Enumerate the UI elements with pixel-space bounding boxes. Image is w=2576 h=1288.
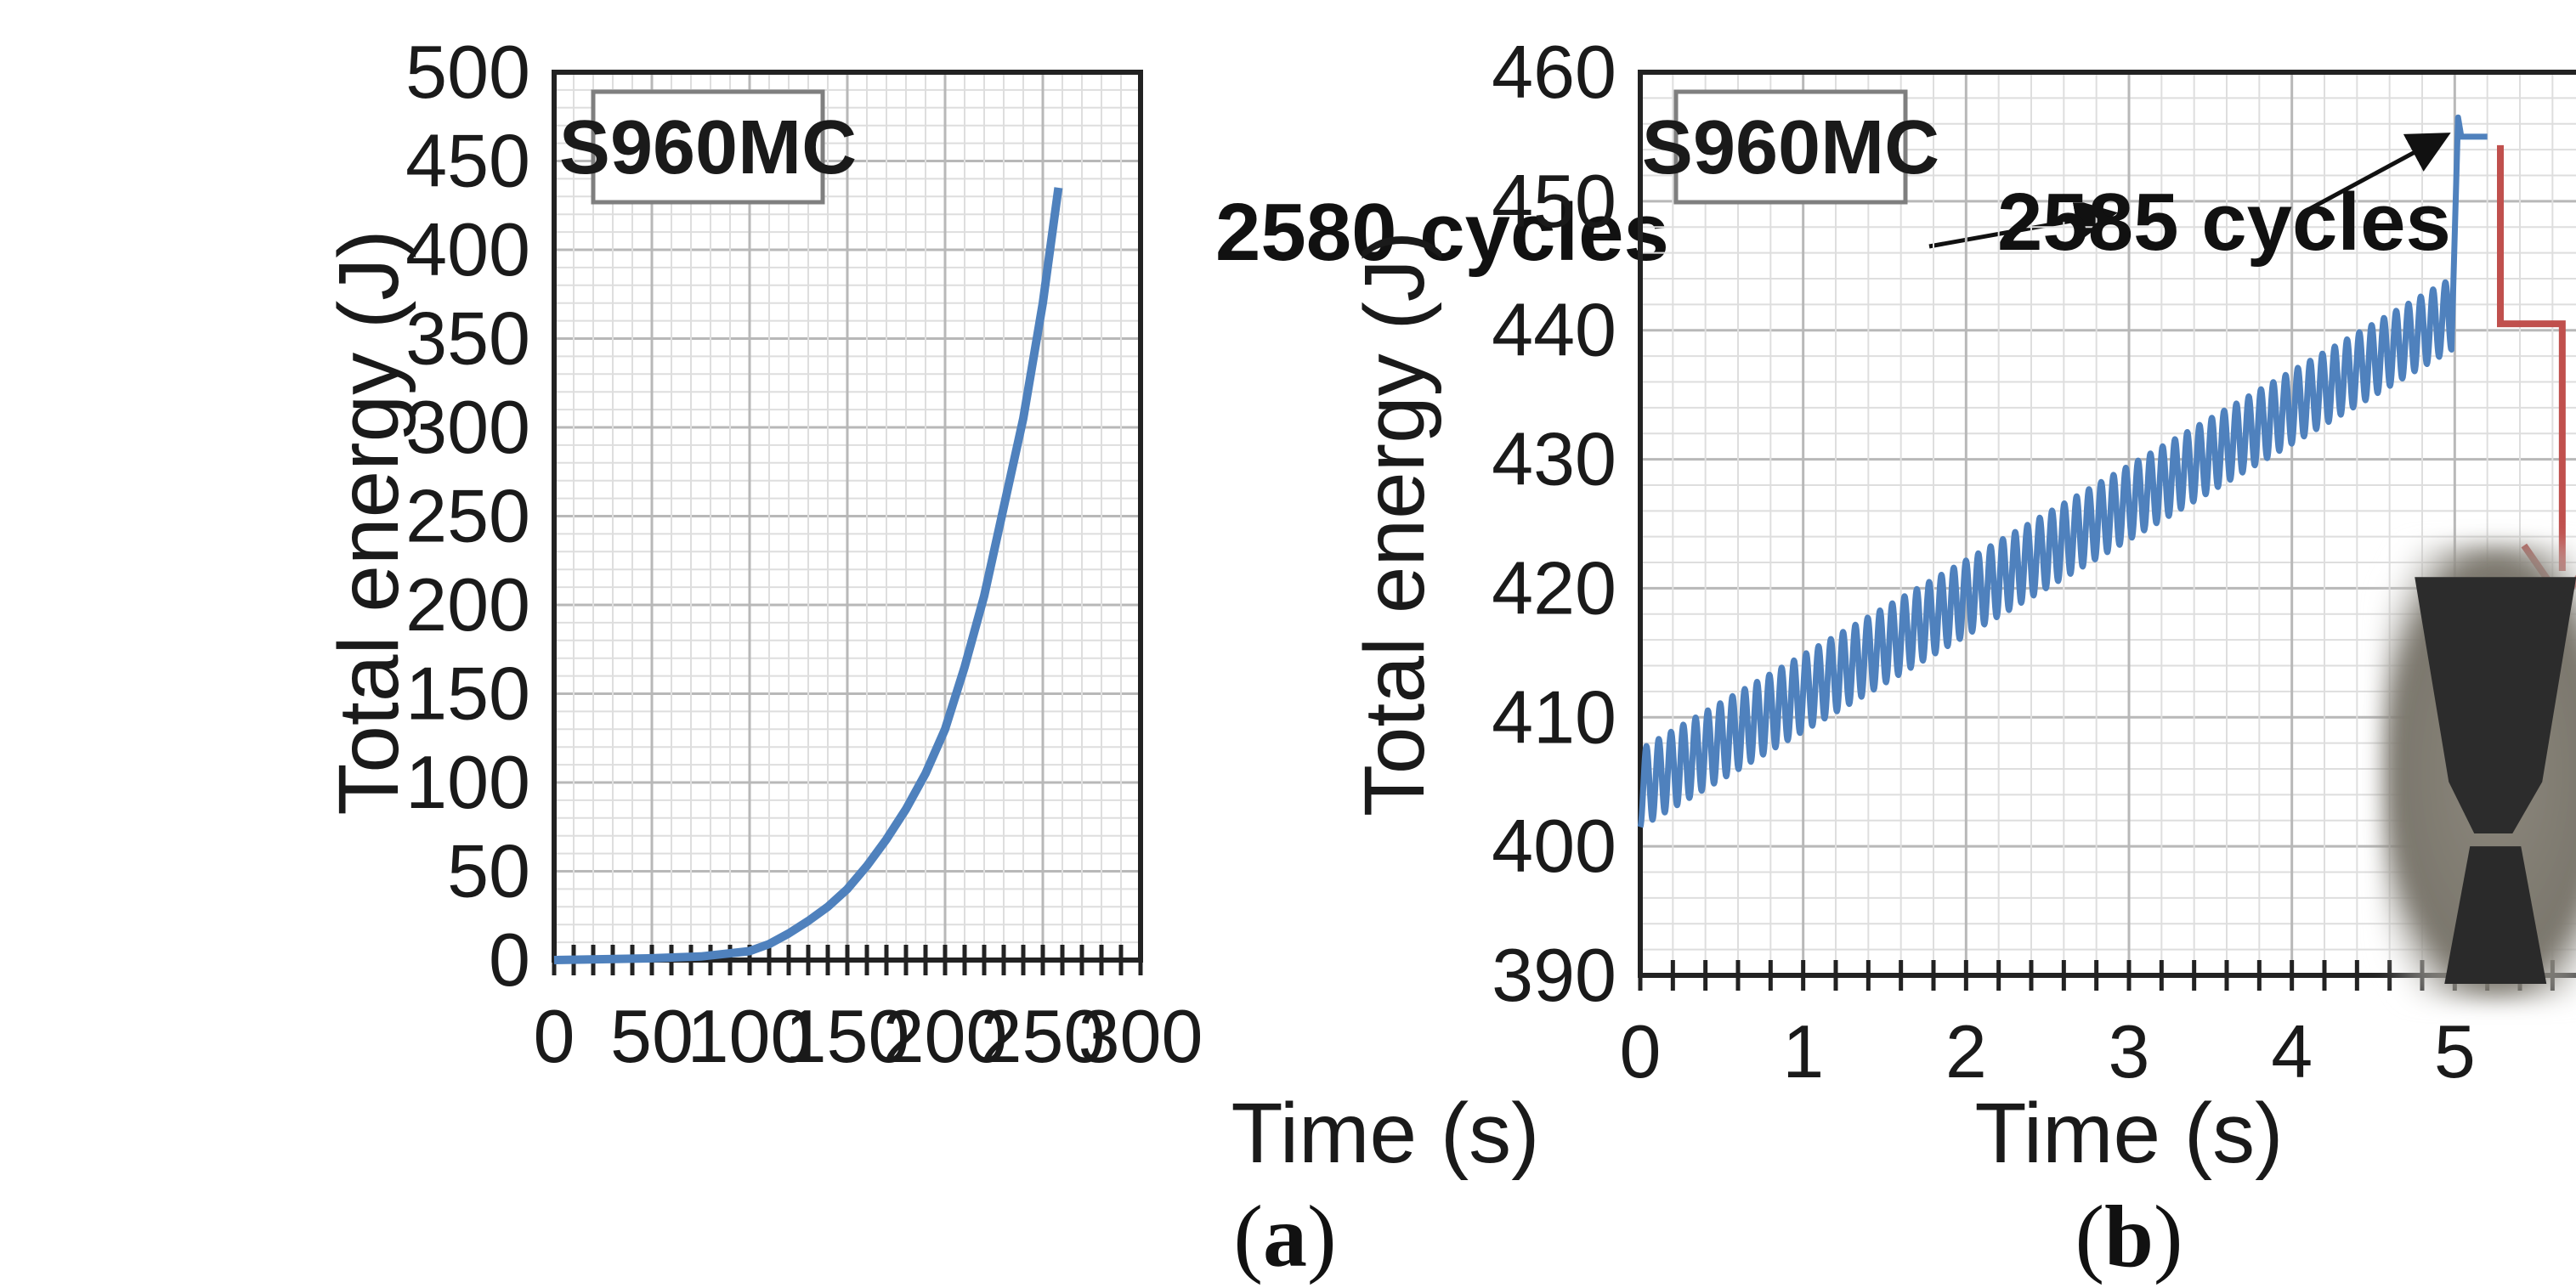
y-tick-label: 400 (1492, 804, 1616, 888)
chart-b-y-axis-label: Total energy (J) (1347, 231, 1442, 816)
specimen-lower (2444, 846, 2547, 984)
chart-b-series-line (1637, 114, 2488, 828)
chart-a-plot-area (552, 70, 1143, 963)
x-tick-label: 150 (785, 994, 910, 1078)
chart-a-panel-label: (a) (1233, 1188, 1336, 1285)
y-tick-label: 440 (1492, 288, 1616, 372)
chart-a-box-label: S960MC (559, 105, 857, 190)
x-tick-label: 0 (534, 994, 575, 1078)
x-tick-label: 2 (1945, 1009, 1987, 1093)
y-tick-label: 450 (405, 119, 530, 203)
y-tick-label: 50 (447, 829, 530, 913)
x-tick-label: 0 (1620, 1009, 1662, 1093)
chart-a-y-axis-label: Total energy (J) (321, 229, 416, 815)
chart-b-x-axis-label: Time (s) (1975, 1086, 2284, 1181)
y-tick-label: 250 (405, 474, 530, 558)
x-tick-label: 1 (1782, 1009, 1824, 1093)
chart-b-label-box (1673, 89, 1908, 205)
y-tick-label: 450 (1492, 159, 1616, 243)
chart-a-x-axis-label: Time (s) (1231, 1086, 1540, 1181)
y-tick-label: 0 (489, 918, 530, 1002)
y-tick-label: 300 (405, 385, 530, 469)
y-tick-label: 420 (1492, 545, 1616, 630)
chart-b-annotation: 2585 cycles (1997, 177, 2451, 268)
x-tick-label: 5 (2434, 1009, 2476, 1093)
y-tick-label: 100 (405, 740, 530, 824)
chart-a-series-line (553, 187, 1063, 964)
x-tick-label: 200 (883, 994, 1008, 1078)
y-tick-label: 150 (405, 652, 530, 736)
chart-b-annotation-arrow (2301, 133, 2451, 215)
y-tick-label: 460 (1492, 30, 1616, 114)
y-tick-label: 200 (405, 562, 530, 647)
y-tick-label: 390 (1492, 933, 1616, 1017)
x-tick-label: 250 (981, 994, 1106, 1078)
y-tick-label: 410 (1492, 675, 1616, 759)
chart-b-box-label: S960MC (1642, 105, 1939, 190)
y-tick-label: 350 (405, 297, 530, 381)
x-tick-label: 50 (610, 994, 694, 1078)
x-tick-label: 4 (2271, 1009, 2313, 1093)
chart-a-annotation: 2580 cycles (1215, 187, 1669, 278)
x-tick-label: 300 (1079, 994, 1203, 1078)
chart-b-red-arrow (2497, 144, 2566, 572)
y-tick-label: 400 (405, 207, 530, 291)
chart-a-annotation-arrow (1928, 199, 2118, 249)
chart-a-label-box (591, 89, 825, 205)
chart-b-specimen-photo (2381, 543, 2576, 1001)
specimen-upper (2415, 577, 2576, 833)
y-tick-label: 500 (405, 30, 530, 114)
x-tick-label: 100 (688, 994, 812, 1078)
y-tick-label: 430 (1492, 417, 1616, 501)
chart-b-panel-label: (b) (2075, 1188, 2183, 1285)
x-tick-label: 3 (2109, 1009, 2150, 1093)
